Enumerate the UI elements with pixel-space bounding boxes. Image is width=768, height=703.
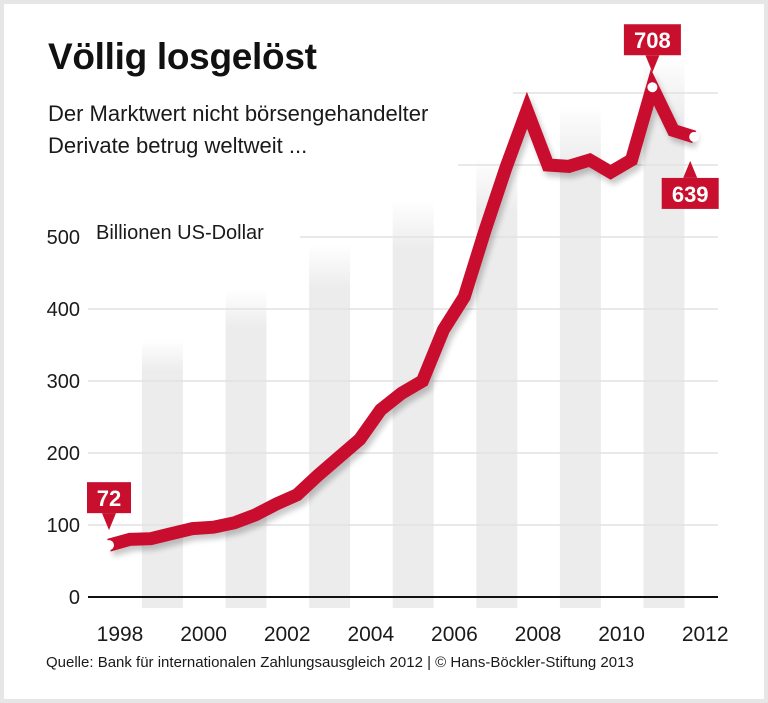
callout-639: 639 xyxy=(661,131,719,209)
callouts: 72 708 639 xyxy=(87,24,719,551)
callout-pointer xyxy=(102,513,116,531)
callout-value: 708 xyxy=(634,28,671,53)
source-note: Quelle: Bank für internationalen Zahlung… xyxy=(46,654,634,671)
y-tick-label: 100 xyxy=(47,515,80,537)
y-tick-label: 200 xyxy=(47,443,80,465)
x-tick-label: 2008 xyxy=(515,623,562,646)
callout-box xyxy=(623,24,681,56)
chart-title: Völlig losgelöst xyxy=(48,36,317,77)
x-tick-label: 2004 xyxy=(347,623,394,646)
shaded-bar-2001 xyxy=(225,290,267,608)
callout-708: 708 xyxy=(623,24,681,93)
y-tick-label: 500 xyxy=(47,227,80,249)
y-tick-label: 0 xyxy=(69,587,80,609)
x-tick-label: 2000 xyxy=(180,623,227,646)
callout-box xyxy=(87,482,131,514)
x-tick-label: 2002 xyxy=(264,623,311,646)
y-axis-unit-label: Billionen US-Dollar xyxy=(96,222,264,244)
series-line xyxy=(107,69,697,552)
data-series xyxy=(107,69,697,552)
y-tick-label: 300 xyxy=(47,371,80,393)
callout-value: 639 xyxy=(672,182,709,207)
subtitle-line-1: Der Marktwert nicht börsengehandelter xyxy=(48,101,429,126)
x-tick-label: 2010 xyxy=(598,623,645,646)
subtitle-line-2: Derivate betrug weltweit ... xyxy=(48,133,308,158)
shaded-year-bars xyxy=(141,55,685,608)
endpoint-marker xyxy=(689,131,700,142)
shaded-bar-2009 xyxy=(559,105,601,608)
callout-value: 72 xyxy=(97,486,121,511)
x-tick-label: 1998 xyxy=(97,623,144,646)
endpoint-marker xyxy=(104,540,114,551)
y-tick-label: 400 xyxy=(47,299,80,321)
shaded-bar-2003 xyxy=(309,245,351,608)
callout-pointer xyxy=(683,160,698,178)
shaded-bar-1999 xyxy=(141,340,183,608)
axes: 0 100 200 300 400 500 1998 2000 2002 2004 2006 2008… xyxy=(47,227,729,646)
callout-box xyxy=(661,177,719,209)
chart-subtitle: Der Marktwert nicht börsengehandelter De… xyxy=(48,98,548,162)
shaded-bar-2011 xyxy=(643,55,685,608)
callout-pointer xyxy=(645,55,660,73)
x-tick-label: 2012 xyxy=(682,623,729,646)
x-tick-label: 2006 xyxy=(431,623,478,646)
callout-72: 72 xyxy=(87,482,131,551)
endpoint-marker xyxy=(647,82,658,93)
shaded-bar-2005 xyxy=(392,200,434,608)
